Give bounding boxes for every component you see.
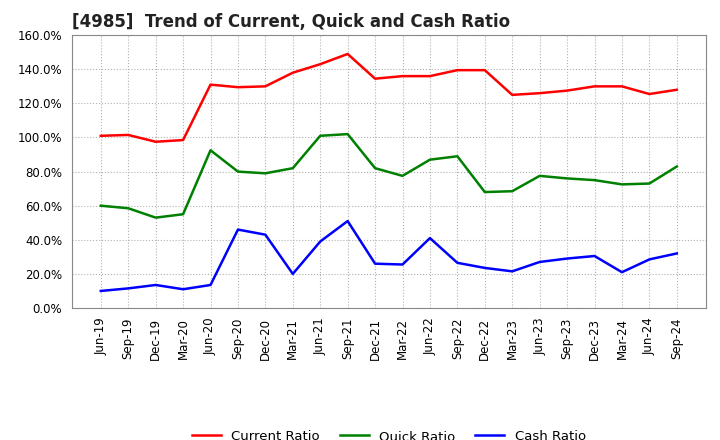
- Cash Ratio: [480, 265, 489, 271]
- Quick Ratio: [371, 165, 379, 171]
- Quick Ratio: [590, 177, 599, 183]
- Line: Cash Ratio: Cash Ratio: [101, 221, 677, 291]
- Cash Ratio: [453, 260, 462, 265]
- Line: Quick Ratio: Quick Ratio: [101, 134, 677, 218]
- Current Ratio: [179, 137, 187, 143]
- Current Ratio: [480, 67, 489, 73]
- Quick Ratio: [426, 157, 434, 162]
- Cash Ratio: [645, 257, 654, 262]
- Cash Ratio: [96, 288, 105, 293]
- Quick Ratio: [618, 182, 626, 187]
- Cash Ratio: [618, 270, 626, 275]
- Cash Ratio: [508, 269, 516, 274]
- Cash Ratio: [233, 227, 242, 232]
- Quick Ratio: [289, 165, 297, 171]
- Cash Ratio: [371, 261, 379, 266]
- Cash Ratio: [289, 271, 297, 276]
- Cash Ratio: [426, 235, 434, 241]
- Quick Ratio: [508, 189, 516, 194]
- Legend: Current Ratio, Quick Ratio, Cash Ratio: Current Ratio, Quick Ratio, Cash Ratio: [192, 430, 586, 440]
- Current Ratio: [426, 73, 434, 79]
- Quick Ratio: [453, 154, 462, 159]
- Current Ratio: [508, 92, 516, 98]
- Current Ratio: [343, 51, 352, 57]
- Quick Ratio: [536, 173, 544, 179]
- Current Ratio: [151, 139, 160, 144]
- Current Ratio: [124, 132, 132, 138]
- Current Ratio: [96, 133, 105, 139]
- Cash Ratio: [206, 282, 215, 288]
- Current Ratio: [618, 84, 626, 89]
- Cash Ratio: [343, 218, 352, 224]
- Text: [4985]  Trend of Current, Quick and Cash Ratio: [4985] Trend of Current, Quick and Cash …: [72, 13, 510, 31]
- Quick Ratio: [206, 148, 215, 153]
- Current Ratio: [316, 62, 325, 67]
- Current Ratio: [261, 84, 270, 89]
- Current Ratio: [536, 91, 544, 96]
- Cash Ratio: [316, 239, 325, 244]
- Quick Ratio: [151, 215, 160, 220]
- Current Ratio: [672, 87, 681, 92]
- Cash Ratio: [536, 259, 544, 264]
- Cash Ratio: [179, 286, 187, 292]
- Quick Ratio: [480, 189, 489, 194]
- Cash Ratio: [398, 262, 407, 267]
- Current Ratio: [206, 82, 215, 87]
- Current Ratio: [563, 88, 572, 93]
- Cash Ratio: [124, 286, 132, 291]
- Quick Ratio: [233, 169, 242, 174]
- Line: Current Ratio: Current Ratio: [101, 54, 677, 142]
- Cash Ratio: [563, 256, 572, 261]
- Quick Ratio: [316, 133, 325, 139]
- Current Ratio: [645, 92, 654, 97]
- Current Ratio: [233, 84, 242, 90]
- Quick Ratio: [672, 164, 681, 169]
- Current Ratio: [398, 73, 407, 79]
- Quick Ratio: [645, 181, 654, 186]
- Quick Ratio: [261, 171, 270, 176]
- Quick Ratio: [343, 132, 352, 137]
- Cash Ratio: [672, 251, 681, 256]
- Quick Ratio: [179, 212, 187, 217]
- Current Ratio: [590, 84, 599, 89]
- Current Ratio: [289, 70, 297, 75]
- Cash Ratio: [590, 253, 599, 259]
- Quick Ratio: [398, 173, 407, 179]
- Quick Ratio: [124, 205, 132, 211]
- Quick Ratio: [563, 176, 572, 181]
- Current Ratio: [453, 67, 462, 73]
- Quick Ratio: [96, 203, 105, 209]
- Current Ratio: [371, 76, 379, 81]
- Cash Ratio: [151, 282, 160, 288]
- Cash Ratio: [261, 232, 270, 237]
